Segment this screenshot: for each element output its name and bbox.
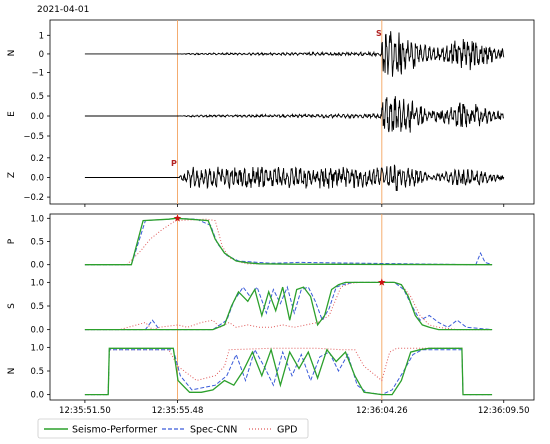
s-pick-label: S: [376, 29, 382, 38]
prob-s-gpd-line: [84, 281, 493, 331]
ytick-label: 0.0: [30, 391, 44, 401]
ylabel-3: P: [7, 238, 17, 244]
prob-n-gpd-line: [84, 347, 493, 396]
waveform-n-trace: [84, 31, 505, 77]
ytick-label: 0.5: [30, 367, 44, 377]
ytick-label: 0.0: [30, 261, 44, 271]
legend-box: [37, 418, 309, 439]
prob-p-gpd-line: [84, 218, 493, 266]
date-label: 2021-04-01: [37, 5, 89, 15]
s-pick-star: [378, 278, 386, 286]
legend-label-gpd: GPD: [277, 425, 297, 436]
p-pick-star: [173, 214, 182, 222]
ytick-label: 1: [39, 31, 44, 41]
prob-p-spec-cnn-line: [84, 217, 493, 266]
legend: Seismo-Performer Spec-CNN GPD: [37, 418, 309, 439]
ylabel-0: N: [7, 50, 17, 57]
ytick-label: 1.0: [30, 278, 44, 288]
ytick-label: −0.5: [23, 132, 44, 142]
probability-panel-frame: [49, 213, 535, 401]
pick-lines: [177, 20, 383, 400]
prob-s-spec-cnn-line: [84, 281, 493, 331]
p-pick-label: P: [171, 159, 177, 168]
ytick-label: 0.0: [30, 173, 44, 183]
xtick-label: 12:35:55.48: [152, 406, 204, 416]
probability-traces: [84, 214, 493, 396]
ytick-label: 0.2: [30, 154, 44, 164]
ytick-label: 0.0: [30, 112, 44, 122]
xtick-label: 12:36:09.50: [478, 406, 530, 416]
ytick-label: −1: [31, 69, 44, 79]
ytick-label: 0.5: [30, 92, 44, 102]
prob-n-seismo-performer-line: [84, 347, 493, 396]
legend-label-seismo-performer: Seismo-Performer: [72, 425, 157, 436]
xtick-label: 12:36:04.26: [356, 406, 408, 416]
ytick-label: −0.2: [23, 193, 44, 203]
ytick-label: 0: [39, 50, 44, 60]
prob-n-spec-cnn-line: [84, 348, 493, 396]
ytick-label: 0.5: [30, 238, 44, 248]
legend-label-spec-cnn: Spec-CNN: [190, 425, 237, 436]
prob-s-seismo-performer-line: [84, 281, 493, 331]
ytick-label: 1.0: [30, 343, 44, 353]
prob-p-seismo-performer-line: [84, 217, 493, 266]
waveform-e-trace: [84, 96, 504, 133]
xtick-label: 12:35:51.50: [59, 406, 111, 416]
ylabel-4: S: [7, 303, 17, 309]
waveform-panel-frame: [49, 19, 535, 205]
waveform-z-trace: [84, 164, 505, 192]
waveform-traces: [84, 31, 505, 192]
ylabel-1: E: [7, 111, 17, 117]
ylabel-5: N: [7, 368, 17, 375]
ytick-label: 0.0: [30, 326, 44, 336]
y-axes: 1 0 −1 N 0.5 0.0 −0.5 E 0.2 0.0 −0.2 Z 1.0 0.5 0.0 P 1.0…: [7, 31, 50, 401]
ytick-label: 0.5: [30, 302, 44, 312]
x-axis: 12:35:51.50 12:35:55.48 12:36:04.26 12:36:0…: [59, 204, 530, 416]
ylabel-2: Z: [7, 172, 17, 178]
ytick-label: 1.0: [30, 214, 44, 224]
